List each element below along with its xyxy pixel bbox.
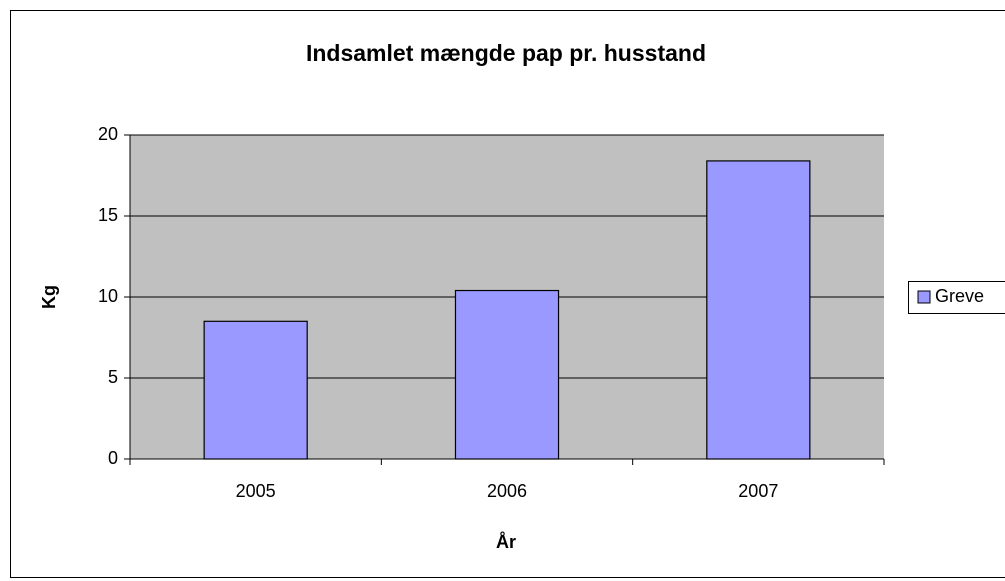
chart-title: Indsamlet mængde pap pr. husstand	[306, 40, 706, 66]
y-tick-label: 0	[108, 448, 118, 468]
x-axis-label: År	[496, 532, 516, 552]
legend-swatch	[917, 290, 931, 304]
x-tick-label: 2006	[487, 481, 527, 501]
y-tick-label: 5	[108, 367, 118, 387]
x-tick-label: 2005	[236, 481, 276, 501]
y-tick-label: 15	[98, 205, 118, 225]
y-tick-label: 20	[98, 124, 118, 144]
bar	[203, 320, 308, 460]
x-tick-label: 2007	[738, 481, 778, 501]
y-axis-label: Kg	[39, 285, 59, 309]
legend-label: Greve	[935, 286, 984, 306]
y-tick-label: 10	[98, 286, 118, 306]
bar	[454, 289, 560, 460]
bar	[706, 160, 811, 460]
